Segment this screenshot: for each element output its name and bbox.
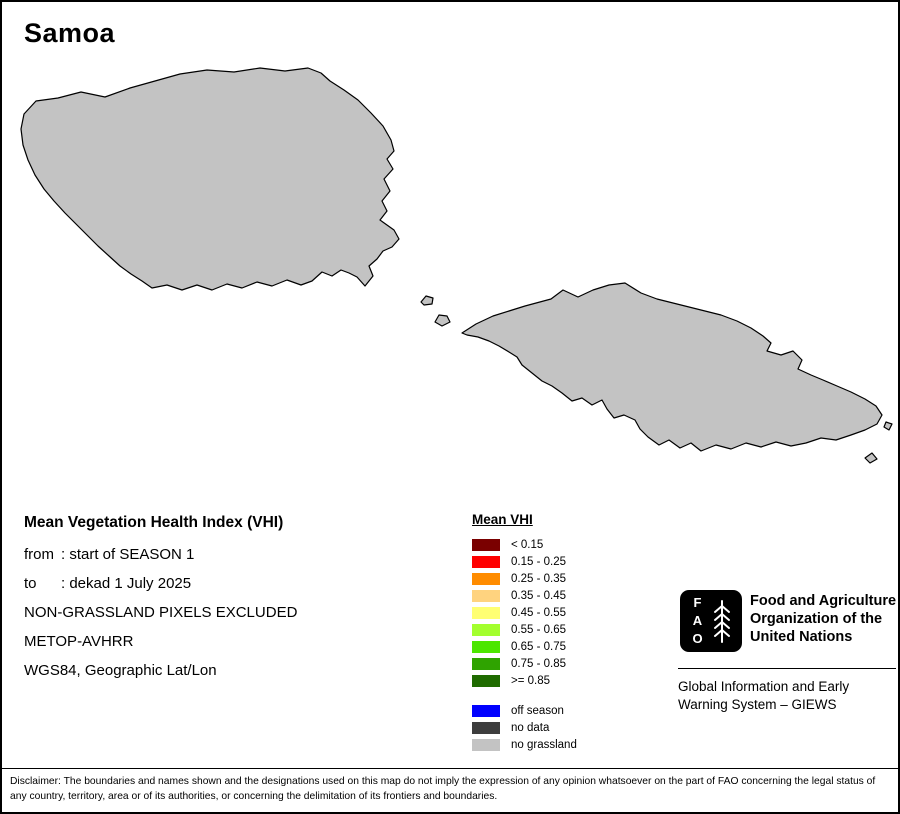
island-shape-savaii [20, 67, 400, 291]
legend-item: 0.15 - 0.25 [472, 553, 577, 570]
page-title: Samoa [24, 18, 116, 48]
legend-label: 0.75 - 0.85 [511, 657, 566, 670]
legend-swatch [472, 674, 500, 687]
legend-label: 0.15 - 0.25 [511, 555, 566, 568]
legend-item: no grassland [472, 736, 577, 753]
legend-swatch [472, 721, 500, 734]
legend-item: >= 0.85 [472, 672, 577, 689]
fao-org-name: Food and Agriculture Organization of the… [750, 593, 897, 645]
legend-label: 0.25 - 0.35 [511, 572, 566, 585]
legend-item: 0.35 - 0.45 [472, 587, 577, 604]
legend-item: < 0.15 [472, 536, 577, 553]
islet-shape [883, 421, 893, 431]
legend-swatch [472, 606, 500, 619]
disclaimer-text: Disclaimer: The boundaries and names sho… [2, 768, 898, 812]
legend-label: 0.35 - 0.45 [511, 589, 566, 602]
giews-label: Global Information and Early Warning Sys… [678, 679, 850, 712]
legend-extras: off season no data no grassland [472, 702, 577, 753]
info-value: WGS84, Geographic Lat/Lon [24, 662, 217, 679]
legend-label: no grassland [511, 738, 577, 751]
wheat-icon [714, 600, 730, 643]
info-value: : dekad 1 July 2025 [61, 575, 192, 592]
info-label: from [24, 546, 54, 563]
legend-item: 0.65 - 0.75 [472, 638, 577, 655]
info-value: NON-GRASSLAND PIXELS EXCLUDED [24, 604, 298, 621]
legend-label: < 0.15 [511, 538, 544, 551]
islet-shape [864, 452, 878, 464]
legend-swatch [472, 572, 500, 585]
map-info-block: Mean Vegetation Health Index (VHI) from:… [24, 514, 297, 691]
legend-label: 0.45 - 0.55 [511, 606, 566, 619]
info-line-from: from : start of SEASON 1 [24, 546, 297, 563]
map-info-heading: Mean Vegetation Health Index (VHI) [24, 514, 284, 531]
legend-swatch [472, 589, 500, 602]
legend-swatch [472, 538, 500, 551]
legend-swatch [472, 640, 500, 653]
legend-item: 0.45 - 0.55 [472, 604, 577, 621]
legend: Mean VHI < 0.15 0.15 - 0.25 0.25 - 0.35 … [472, 512, 577, 753]
info-value: : start of SEASON 1 [61, 546, 195, 563]
fao-branding: FAO Food and Agriculture Organization of… [678, 590, 896, 730]
legend-label: 0.65 - 0.75 [511, 640, 566, 653]
info-label: to [24, 575, 37, 592]
legend-item: 0.75 - 0.85 [472, 655, 577, 672]
legend-label: >= 0.85 [511, 674, 551, 687]
fao-logo-letters: FAO [690, 595, 705, 649]
legend-label: off season [511, 704, 564, 717]
legend-item: 0.55 - 0.65 [472, 621, 577, 638]
info-line-exclusion: NON-GRASSLAND PIXELS EXCLUDED [24, 604, 297, 621]
legend-swatch [472, 704, 500, 717]
fao-logo-icon: FAO [680, 590, 742, 652]
map-canvas [20, 67, 893, 464]
legend-swatch [472, 623, 500, 636]
info-line-sensor: METOP-AVHRR [24, 633, 297, 650]
info-line-to: to : dekad 1 July 2025 [24, 575, 297, 592]
legend-label: 0.55 - 0.65 [511, 623, 566, 636]
legend-swatch [472, 555, 500, 568]
legend-swatch [472, 738, 500, 751]
info-value: METOP-AVHRR [24, 633, 134, 650]
info-line-projection: WGS84, Geographic Lat/Lon [24, 662, 297, 679]
islet-shape [420, 295, 434, 306]
island-shape-upolu [461, 282, 883, 452]
legend-item: no data [472, 719, 577, 736]
islet-shape [434, 314, 451, 327]
legend-item: 0.25 - 0.35 [472, 570, 577, 587]
fao-divider [678, 668, 896, 669]
legend-item: off season [472, 702, 577, 719]
legend-label: no data [511, 721, 550, 734]
legend-title: Mean VHI [472, 512, 533, 527]
legend-swatch [472, 657, 500, 670]
